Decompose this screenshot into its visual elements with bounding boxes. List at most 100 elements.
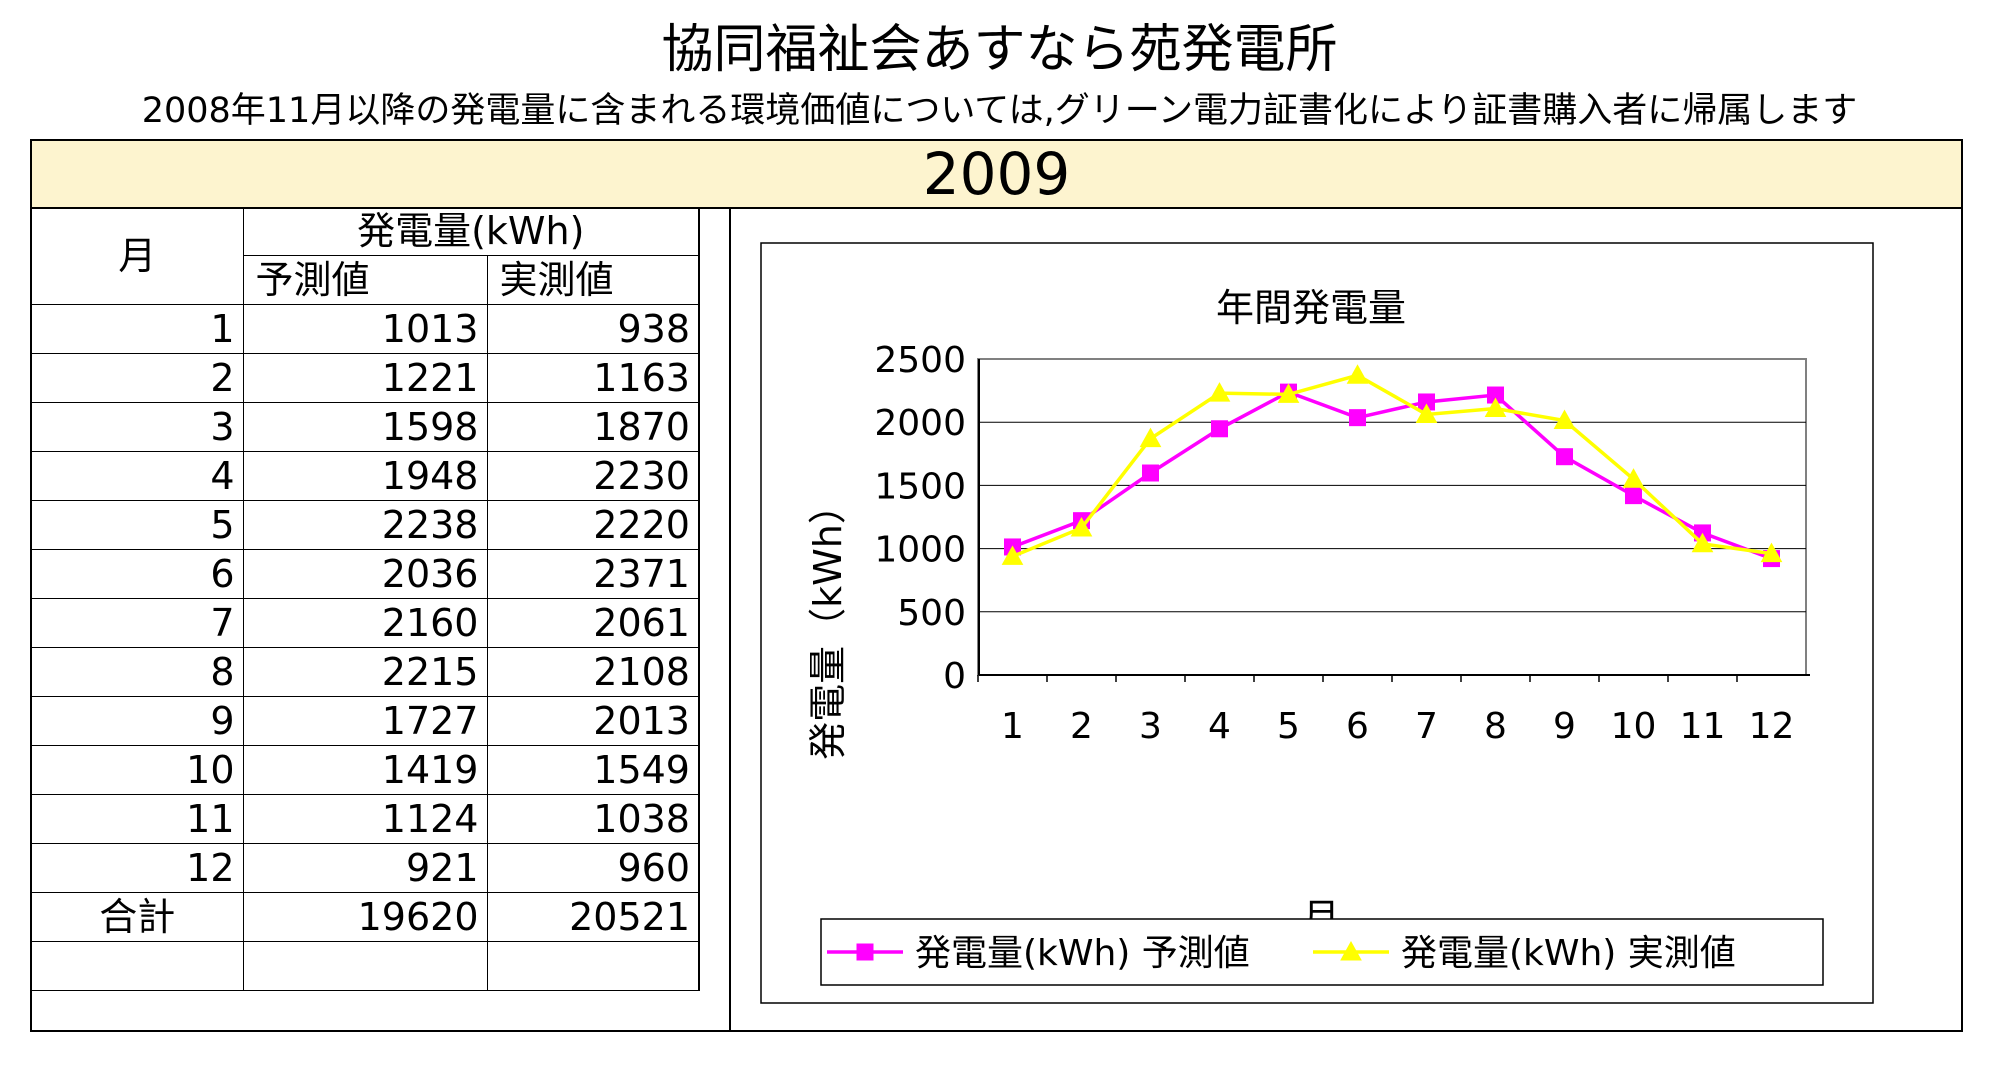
legend-marker bbox=[856, 943, 874, 961]
forecast-cell: 1013 bbox=[242, 304, 488, 354]
total-row: 合計 19620 20521 bbox=[32, 892, 700, 942]
actual-cell: 1038 bbox=[486, 794, 700, 844]
x-tick-label: 9 bbox=[1553, 706, 1576, 747]
actual-cell: 938 bbox=[486, 304, 700, 354]
x-tick-label: 5 bbox=[1277, 706, 1300, 747]
table-row: 12 921 960 bbox=[32, 843, 700, 893]
empty-cell bbox=[32, 941, 244, 991]
table-row: 11 1124 1038 bbox=[32, 794, 700, 844]
y-tick-label: 2500 bbox=[874, 340, 966, 381]
actual-header: 実測値 bbox=[486, 255, 700, 305]
data-point bbox=[1760, 542, 1783, 563]
legend: 発電量(kWh) 予測値 発電量(kWh) 実測値 bbox=[820, 918, 1824, 986]
table-row: 4 1948 2230 bbox=[32, 451, 700, 501]
actual-cell: 2013 bbox=[486, 696, 700, 746]
y-axis-label: 発電量（kWh） bbox=[806, 486, 850, 760]
table-row: 5 2238 2220 bbox=[32, 500, 700, 550]
table-row: 6 2036 2371 bbox=[32, 549, 700, 599]
x-tick-label: 12 bbox=[1749, 706, 1795, 747]
forecast-cell: 921 bbox=[242, 843, 488, 893]
month-cell: 10 bbox=[32, 745, 244, 795]
month-header: 月 bbox=[32, 207, 244, 305]
actual-cell: 960 bbox=[486, 843, 700, 893]
x-tick-label: 4 bbox=[1208, 706, 1231, 747]
forecast-header: 予測値 bbox=[243, 255, 488, 305]
y-tick-label: 2000 bbox=[874, 403, 966, 444]
series-line-forecast bbox=[1011, 390, 1773, 561]
x-tick-label: 2 bbox=[1070, 706, 1093, 747]
table-row: 8 2215 2108 bbox=[32, 647, 700, 697]
plot-area bbox=[977, 358, 1807, 676]
generation-table: 月 発電量(kWh) 予測値 実測値 1 1013 938 2 1221 1163 3 159… bbox=[32, 207, 700, 991]
actual-cell: 1163 bbox=[486, 353, 700, 403]
generation-group-header: 発電量(kWh) bbox=[242, 207, 700, 256]
empty-row bbox=[32, 941, 700, 991]
data-point bbox=[1277, 383, 1300, 403]
y-tick-label: 1000 bbox=[874, 530, 966, 571]
table-row: 3 1598 1870 bbox=[32, 402, 700, 452]
actual-cell: 2230 bbox=[486, 451, 700, 501]
data-point bbox=[1691, 532, 1714, 553]
page-subtitle: 2008年11月以降の発電量に含まれる環境価値については,グリーン電力証書化によ… bbox=[141, 91, 1858, 131]
legend-marker bbox=[1340, 940, 1362, 961]
data-point bbox=[1625, 487, 1642, 505]
data-point bbox=[1001, 545, 1024, 565]
table-row: 7 2160 2061 bbox=[32, 598, 700, 648]
x-tick-label: 1 bbox=[1001, 706, 1024, 747]
forecast-cell: 1419 bbox=[242, 745, 488, 795]
data-point bbox=[1556, 448, 1573, 466]
actual-cell: 1870 bbox=[486, 402, 700, 452]
data-point bbox=[1139, 427, 1162, 448]
legend-label: 発電量(kWh) 予測値 bbox=[915, 933, 1250, 974]
forecast-cell: 2215 bbox=[242, 647, 488, 697]
actual-cell: 2220 bbox=[486, 500, 700, 550]
page-title: 協同福祉会あすなら苑発電所 bbox=[661, 20, 1338, 80]
actual-cell: 2108 bbox=[486, 647, 700, 697]
actual-cell: 2061 bbox=[486, 598, 700, 648]
y-tick-label: 0 bbox=[943, 656, 966, 697]
month-cell: 8 bbox=[32, 647, 244, 697]
month-cell: 4 bbox=[32, 451, 244, 501]
x-tick-label: 11 bbox=[1680, 706, 1726, 747]
table-row: 1 1013 938 bbox=[32, 304, 700, 354]
total-forecast: 19620 bbox=[242, 892, 488, 942]
month-cell: 1 bbox=[32, 304, 244, 354]
year-banner: 2009 bbox=[32, 141, 1961, 209]
month-cell: 2 bbox=[32, 353, 244, 403]
forecast-cell: 2238 bbox=[242, 500, 488, 550]
x-tick-label: 7 bbox=[1415, 706, 1438, 747]
data-point bbox=[1484, 397, 1507, 418]
forecast-cell: 2160 bbox=[242, 598, 488, 648]
forecast-cell: 1598 bbox=[242, 402, 488, 452]
data-point bbox=[1622, 468, 1645, 488]
month-cell: 9 bbox=[32, 696, 244, 746]
actual-cell: 2371 bbox=[486, 549, 700, 599]
empty-cell bbox=[242, 941, 488, 991]
y-tick-label: 500 bbox=[897, 593, 966, 634]
chart-panel: 年間発電量 月 発電量（kWh） 0 500 1000 1500 2000 2500 1 2 3… bbox=[729, 207, 1963, 1030]
data-point bbox=[1070, 516, 1093, 537]
month-cell: 5 bbox=[32, 500, 244, 550]
data-point bbox=[1349, 409, 1366, 427]
data-point bbox=[1142, 464, 1159, 482]
table-row: 9 1727 2013 bbox=[32, 696, 700, 746]
data-point bbox=[1346, 364, 1369, 384]
y-tick-label: 1500 bbox=[874, 466, 966, 507]
data-point bbox=[1208, 382, 1231, 402]
x-tick-label: 6 bbox=[1346, 706, 1369, 747]
chart-title: 年間発電量 bbox=[1216, 286, 1406, 330]
month-cell: 11 bbox=[32, 794, 244, 844]
empty-cell bbox=[486, 941, 700, 991]
forecast-cell: 1124 bbox=[242, 794, 488, 844]
x-tick-label: 10 bbox=[1611, 706, 1657, 747]
table-row: 2 1221 1163 bbox=[32, 353, 700, 403]
x-tick-label: 8 bbox=[1484, 706, 1507, 747]
month-cell: 7 bbox=[32, 598, 244, 648]
total-actual: 20521 bbox=[486, 892, 700, 942]
month-cell: 6 bbox=[32, 549, 244, 599]
x-tick-label: 3 bbox=[1139, 706, 1162, 747]
total-label: 合計 bbox=[32, 892, 244, 942]
forecast-cell: 1727 bbox=[242, 696, 488, 746]
report-frame: 2009 月 発電量(kWh) 予測値 実測値 1 1013 938 2 1221 116… bbox=[30, 139, 1963, 1032]
